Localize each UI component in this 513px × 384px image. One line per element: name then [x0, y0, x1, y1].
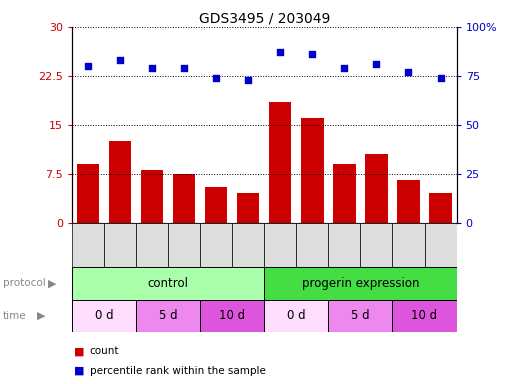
Point [244, 77, 252, 83]
Bar [168, 223, 200, 267]
Text: control: control [148, 277, 188, 290]
Bar [237, 194, 260, 223]
Point [404, 69, 412, 75]
Point [180, 65, 188, 71]
Bar [136, 300, 200, 332]
Point [372, 61, 381, 67]
Text: 0 d: 0 d [287, 310, 306, 322]
Text: 5 d: 5 d [351, 310, 370, 322]
Text: percentile rank within the sample: percentile rank within the sample [90, 366, 266, 376]
Point [116, 57, 124, 63]
Bar [264, 223, 296, 267]
Bar [269, 102, 291, 223]
Bar [424, 223, 457, 267]
Bar [301, 118, 324, 223]
Bar [232, 223, 264, 267]
Text: 10 d: 10 d [219, 310, 245, 322]
Point [84, 63, 92, 69]
Bar [360, 223, 392, 267]
Text: protocol: protocol [3, 278, 45, 288]
Bar [296, 223, 328, 267]
Bar [328, 300, 392, 332]
Point [340, 65, 348, 71]
Bar [333, 164, 356, 223]
Bar [173, 174, 195, 223]
Bar [200, 300, 264, 332]
Text: ■: ■ [74, 366, 85, 376]
Bar [72, 300, 136, 332]
Bar [136, 223, 168, 267]
Bar [429, 194, 452, 223]
Text: GDS3495 / 203049: GDS3495 / 203049 [199, 12, 330, 25]
Point [148, 65, 156, 71]
Bar [141, 170, 163, 223]
Point [276, 49, 284, 55]
Text: ▶: ▶ [37, 311, 46, 321]
Bar [328, 223, 360, 267]
Text: 5 d: 5 d [159, 310, 177, 322]
Bar [397, 180, 420, 223]
Bar [200, 223, 232, 267]
Bar [72, 223, 104, 267]
Text: ▶: ▶ [48, 278, 56, 288]
Bar [72, 267, 264, 300]
Text: 0 d: 0 d [94, 310, 113, 322]
Text: 10 d: 10 d [411, 310, 438, 322]
Text: time: time [3, 311, 26, 321]
Point [308, 51, 317, 57]
Bar [76, 164, 99, 223]
Point [212, 75, 220, 81]
Bar [264, 300, 328, 332]
Bar [109, 141, 131, 223]
Text: ■: ■ [74, 346, 85, 356]
Bar [104, 223, 136, 267]
Point [437, 75, 445, 81]
Bar [264, 267, 457, 300]
Bar [392, 223, 424, 267]
Text: progerin expression: progerin expression [302, 277, 419, 290]
Bar [365, 154, 388, 223]
Bar [205, 187, 227, 223]
Text: count: count [90, 346, 120, 356]
Bar [392, 300, 457, 332]
